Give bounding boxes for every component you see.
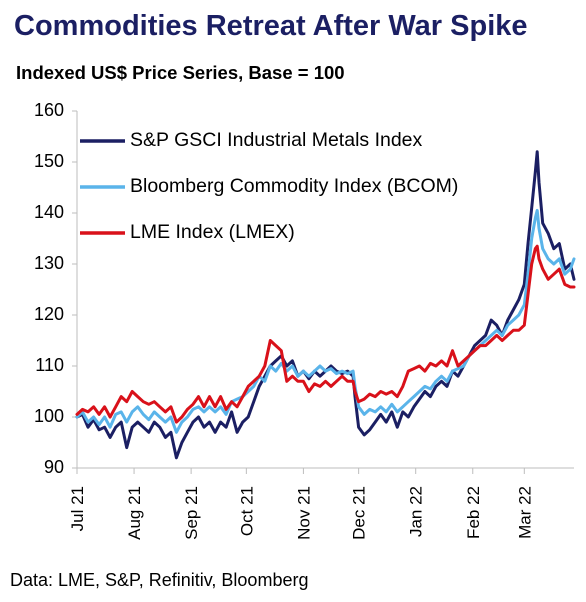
y-tick-label: 150	[34, 151, 64, 171]
x-tick-label: Mar 22	[515, 486, 534, 539]
legend-label-1: Bloomberg Commodity Index (BCOM)	[130, 175, 458, 197]
legend-label-0: S&P GSCI Industrial Metals Index	[130, 129, 423, 151]
legend: S&P GSCI Industrial Metals Index Bloomber…	[80, 129, 458, 243]
x-tick-label: Feb 22	[464, 486, 483, 539]
legend-label-2: LME Index (LMEX)	[130, 221, 295, 243]
chart-title: Commodities Retreat After War Spike	[14, 10, 528, 42]
chart-subtitle: Indexed US$ Price Series, Base = 100	[16, 62, 345, 83]
source-note: Data: LME, S&P, Refinitiv, Bloomberg	[10, 570, 309, 590]
y-tick-label: 120	[34, 304, 64, 324]
x-tick-label: Oct 21	[237, 486, 256, 536]
y-tick-label: 110	[35, 355, 64, 375]
y-tick-label: 100	[34, 406, 64, 426]
series-line-0	[75, 150, 576, 460]
x-axis: Jul 21 Aug 21 Sep 21 Oct 21 Nov 21 Dec 21 Jan …	[68, 467, 574, 540]
x-tick-label: Sep 21	[182, 486, 201, 540]
y-tick-label: 90	[44, 457, 64, 477]
x-tick-label: Nov 21	[294, 486, 313, 540]
line-chart: 90 100 110 120 130 140 150 160 Jul 21 Aug 21 Sep …	[34, 100, 576, 540]
series-line-2	[75, 244, 576, 424]
y-tick-label: 160	[34, 100, 64, 120]
x-tick-label: Jan 22	[407, 486, 426, 537]
y-axis: 90 100 110 120 130 140 150 160	[34, 100, 78, 477]
x-tick-label: Aug 21	[125, 486, 144, 540]
series-lines	[75, 150, 576, 460]
series-line-1	[75, 208, 576, 434]
y-tick-label: 130	[34, 253, 64, 273]
x-tick-label: Dec 21	[350, 486, 369, 540]
y-tick-label: 140	[34, 202, 64, 222]
x-tick-label: Jul 21	[68, 486, 87, 531]
